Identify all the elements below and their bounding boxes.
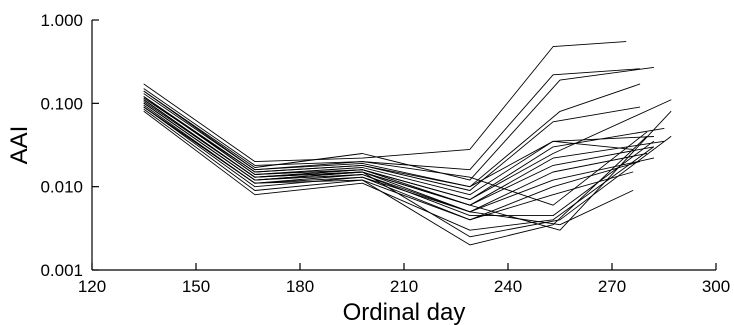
y-tick-label-0.010: 0.010 — [40, 178, 83, 197]
series-line-1 — [143, 41, 627, 163]
series-line-22 — [143, 90, 648, 206]
y-tick-label-0.100: 0.100 — [40, 94, 83, 113]
x-tick-label-210: 210 — [390, 277, 418, 296]
series-line-17 — [143, 99, 634, 226]
x-tick-label-300: 300 — [702, 277, 730, 296]
series-line-14 — [143, 108, 634, 221]
series-line-2 — [143, 68, 641, 171]
y-axis-title: AAI — [6, 126, 33, 165]
series-line-20 — [143, 106, 648, 246]
x-axis-ticks: 120 150 180 210 240 270 300 — [78, 263, 730, 296]
x-tick-label-180: 180 — [286, 277, 314, 296]
series-line-21 — [143, 97, 634, 188]
series-lines — [143, 41, 672, 246]
series-line-15 — [143, 110, 655, 231]
x-tick-label-150: 150 — [182, 277, 210, 296]
y-axis-ticks: 0.001 0.010 0.100 1.000 — [40, 11, 99, 280]
y-tick-label-1.000: 1.000 — [40, 11, 83, 30]
series-line-19 — [143, 101, 672, 238]
series-line-18 — [143, 102, 655, 217]
x-tick-label-240: 240 — [494, 277, 522, 296]
series-line-3 — [143, 66, 655, 181]
series-line-13 — [143, 106, 641, 221]
x-tick-label-270: 270 — [598, 277, 626, 296]
x-tick-label-120: 120 — [78, 277, 106, 296]
series-line-16 — [143, 96, 672, 231]
x-axis-title: Ordinal day — [343, 299, 466, 325]
y-tick-label-0.001: 0.001 — [40, 261, 83, 280]
